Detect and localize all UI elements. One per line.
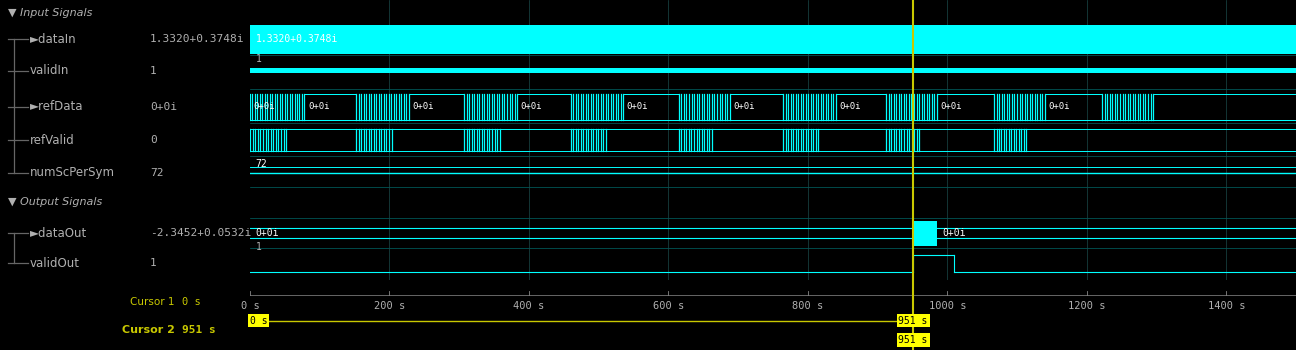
Text: 1400 s: 1400 s xyxy=(1208,301,1245,311)
Text: 1.3320+0.3748i: 1.3320+0.3748i xyxy=(150,34,245,44)
Text: 951 s: 951 s xyxy=(898,335,928,345)
Text: ▼ Input Signals: ▼ Input Signals xyxy=(8,8,92,18)
Text: 0+0i: 0+0i xyxy=(941,103,962,111)
Text: 800 s: 800 s xyxy=(792,301,823,311)
Text: 0+0i: 0+0i xyxy=(942,228,966,238)
Text: 1: 1 xyxy=(150,258,157,268)
Text: 0+0i: 0+0i xyxy=(626,103,648,111)
Text: 0+0i: 0+0i xyxy=(734,103,754,111)
Text: 400 s: 400 s xyxy=(513,301,544,311)
Text: 200 s: 200 s xyxy=(373,301,406,311)
Text: 0+0i: 0+0i xyxy=(840,103,861,111)
Text: validOut: validOut xyxy=(30,257,80,270)
Text: 951 s: 951 s xyxy=(898,316,928,326)
Text: 0: 0 xyxy=(150,135,157,145)
Text: validIn: validIn xyxy=(30,64,70,77)
Text: 1000 s: 1000 s xyxy=(928,301,966,311)
Text: 951 s: 951 s xyxy=(183,326,216,335)
Text: 72: 72 xyxy=(255,159,267,169)
Text: 1: 1 xyxy=(255,242,262,252)
Text: ▼ Output Signals: ▼ Output Signals xyxy=(8,197,102,207)
Text: Cursor 1: Cursor 1 xyxy=(131,298,175,307)
Text: Cursor 2: Cursor 2 xyxy=(122,326,175,335)
Text: refValid: refValid xyxy=(30,133,75,147)
Text: ►dataOut: ►dataOut xyxy=(30,227,87,240)
Text: 0 s: 0 s xyxy=(241,301,259,311)
Text: 1.3320+0.3748i: 1.3320+0.3748i xyxy=(255,34,338,44)
Text: 72: 72 xyxy=(150,168,163,178)
Text: 0 s: 0 s xyxy=(250,316,268,326)
Text: 0+0i: 0+0i xyxy=(521,103,542,111)
Text: 0+0i: 0+0i xyxy=(255,228,279,238)
Text: 1: 1 xyxy=(150,65,157,76)
Text: 600 s: 600 s xyxy=(653,301,684,311)
Text: -2.3452+0.0532i: -2.3452+0.0532i xyxy=(150,228,251,238)
Text: ►refData: ►refData xyxy=(30,100,83,113)
Text: 0+0i: 0+0i xyxy=(308,103,329,111)
Text: 0+0i: 0+0i xyxy=(1048,103,1070,111)
Text: 1: 1 xyxy=(255,54,262,64)
Text: 0+0i: 0+0i xyxy=(150,102,178,112)
Text: 1200 s: 1200 s xyxy=(1068,301,1105,311)
Text: 0+0i: 0+0i xyxy=(412,103,434,111)
Text: 0 s: 0 s xyxy=(183,298,201,307)
Text: ►dataIn: ►dataIn xyxy=(30,33,76,46)
Text: numScPerSym: numScPerSym xyxy=(30,166,115,179)
Text: 0+0i: 0+0i xyxy=(254,103,275,111)
